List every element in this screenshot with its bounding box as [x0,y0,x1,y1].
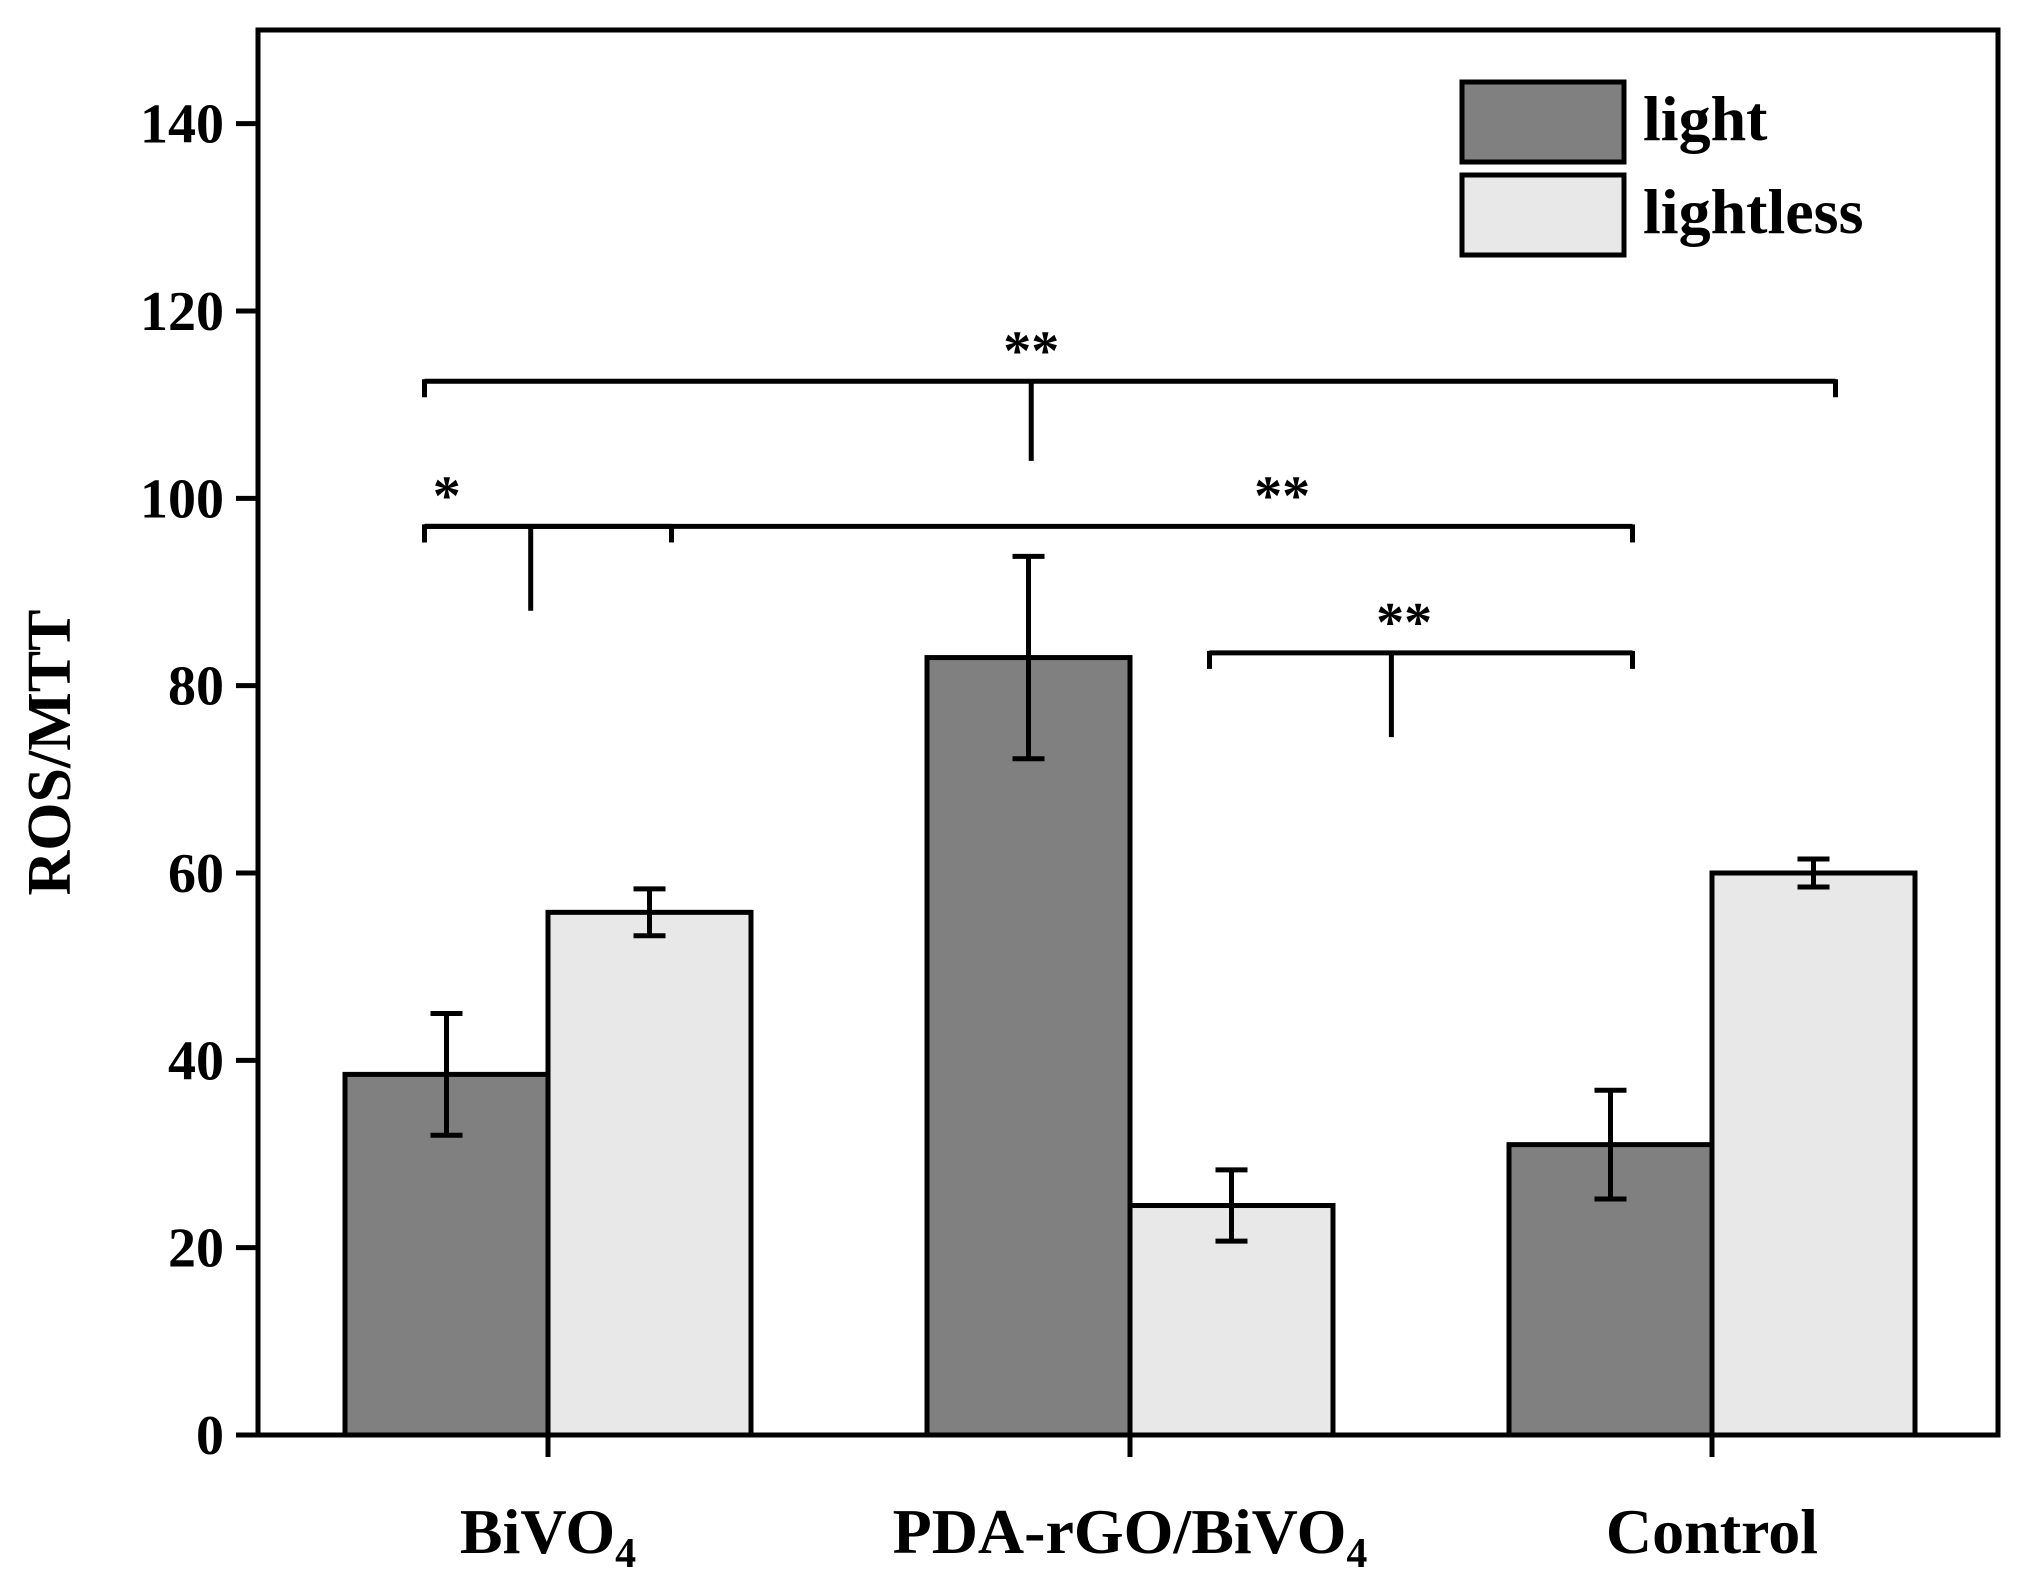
bar-light-1 [924,655,1133,1438]
legend-swatch [1459,172,1627,258]
x-tick-label-subscript: 4 [1346,1531,1367,1577]
x-tick-label-1: PDA-rGO/BiVO4 [893,1496,1368,1577]
x-tick-label-2: Control [1606,1496,1818,1567]
significance-bracket-0: ** [422,320,1838,461]
y-tick-label: 20 [168,1218,224,1280]
x-tick-label-main: Control [1606,1496,1818,1567]
x-tick-label-main: PDA-rGO/BiVO [893,1496,1347,1567]
significance-label: ** [1003,320,1059,382]
y-tick-label: 60 [168,843,224,905]
error-bars [430,553,1830,1244]
legend-entry-light: light [1459,79,1768,165]
bars [342,655,1918,1438]
y-axis-label: ROS/MTT [16,610,84,896]
bar-lightless-2 [1709,870,1918,1438]
legend-swatch [1459,79,1627,165]
significance-bracket-3: ** [1207,592,1635,738]
significance-bracket-2: ** [422,465,1635,543]
significance-brackets: *** **** [422,320,1838,738]
x-tick-label-0: BiVO4 [460,1496,636,1577]
legend-entry-lightless: lightless [1459,172,1863,258]
significance-bracket-1: * [422,465,674,611]
bar-lightless-1 [1127,1203,1336,1438]
y-tick-label: 80 [168,656,224,718]
legend-label: light [1643,83,1768,154]
legend: light lightless [1459,79,1863,258]
significance-label: * [433,465,461,527]
x-tick-label-subscript: 4 [615,1531,636,1577]
y-tick-label: 100 [140,468,224,530]
y-tick-label: 140 [140,94,224,156]
significance-label: ** [1376,592,1432,654]
x-axis: BiVO4 PDA-rGO/BiVO4 Control [460,1435,1818,1577]
legend-label: lightless [1643,176,1863,247]
y-tick-label: 40 [168,1030,224,1092]
x-tick-label-main: BiVO [460,1496,615,1567]
y-tick-label: 0 [196,1405,224,1467]
y-tick-label: 120 [140,281,224,343]
bar-lightless-0 [545,909,754,1438]
significance-label: ** [1254,465,1310,527]
y-axis-ticks: 0 20 40 60 80 100 120 140 [140,94,258,1467]
